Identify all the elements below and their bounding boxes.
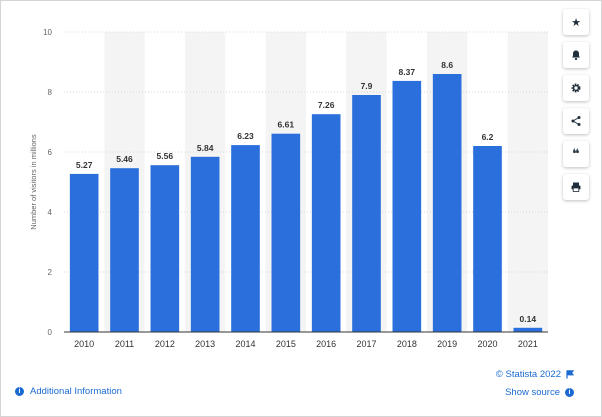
x-tick-label: 2015	[276, 339, 296, 349]
data-label: 7.9	[361, 81, 373, 91]
data-label: 5.46	[116, 154, 133, 164]
additional-information-link[interactable]: i Additional Information	[15, 386, 122, 397]
info-icon: i	[565, 388, 574, 397]
info-icon: i	[15, 387, 24, 396]
y-tick-label: 6	[48, 148, 53, 157]
bar[interactable]	[150, 165, 180, 332]
bar[interactable]	[513, 327, 543, 332]
x-tick-label: 2019	[437, 339, 457, 349]
data-label: 5.84	[197, 143, 214, 153]
settings-button[interactable]	[563, 75, 589, 101]
print-icon	[571, 182, 581, 192]
chart-toolbar: ★ ❝	[563, 9, 589, 200]
x-tick-label: 2013	[195, 339, 215, 349]
y-tick-label: 4	[48, 208, 53, 217]
category-band	[507, 32, 548, 332]
bar[interactable]	[352, 95, 381, 332]
data-label: 8.6	[441, 60, 453, 70]
bell-icon	[572, 50, 580, 61]
bar[interactable]	[311, 114, 341, 332]
quote-icon: ❝	[572, 146, 580, 161]
y-tick-label: 0	[48, 328, 53, 337]
x-tick-label: 2016	[316, 339, 336, 349]
x-tick-label: 2011	[115, 339, 134, 349]
show-source-link[interactable]: Show source i	[505, 387, 574, 398]
additional-information-label: Additional Information	[30, 386, 122, 397]
cite-button[interactable]: ❝	[563, 141, 589, 167]
y-tick-label: 10	[43, 28, 52, 37]
bar[interactable]	[231, 145, 260, 332]
star-icon: ★	[571, 16, 581, 29]
bar[interactable]	[190, 156, 220, 332]
bar[interactable]	[69, 173, 99, 332]
x-tick-label: 2018	[397, 339, 417, 349]
bookmark-button[interactable]: ★	[563, 9, 589, 35]
data-label: 6.61	[278, 120, 295, 130]
notification-button[interactable]	[563, 42, 589, 68]
y-axis-label: Number of visitors in millions	[29, 134, 38, 230]
data-label: 5.56	[157, 151, 174, 161]
credit-label: © Statista 2022	[495, 369, 561, 380]
x-tick-label: 2010	[74, 339, 94, 349]
bar[interactable]	[110, 168, 139, 332]
x-tick-label: 2012	[155, 339, 175, 349]
x-tick-label: 2014	[235, 339, 255, 349]
x-tick-label: 2017	[356, 339, 376, 349]
bar[interactable]	[271, 133, 301, 332]
data-label: 5.27	[76, 160, 93, 170]
gear-icon	[571, 83, 581, 93]
data-label: 7.26	[318, 100, 335, 110]
data-label: 6.23	[237, 131, 254, 141]
share-icon	[571, 116, 581, 126]
bar[interactable]	[473, 146, 502, 332]
flag-icon	[566, 370, 574, 379]
bar[interactable]	[392, 80, 422, 333]
bar[interactable]	[432, 74, 462, 332]
x-tick-label: 2021	[518, 339, 538, 349]
statista-credit-link[interactable]: © Statista 2022	[496, 369, 574, 380]
print-button[interactable]	[563, 174, 589, 200]
data-label: 6.2	[482, 132, 494, 142]
share-button[interactable]	[563, 108, 589, 134]
y-tick-label: 2	[48, 268, 53, 277]
data-label: 8.37	[399, 67, 416, 77]
y-tick-label: 8	[48, 88, 53, 97]
show-source-label: Show source	[505, 387, 560, 398]
x-tick-label: 2020	[477, 339, 497, 349]
data-label: 0.14	[520, 314, 537, 324]
